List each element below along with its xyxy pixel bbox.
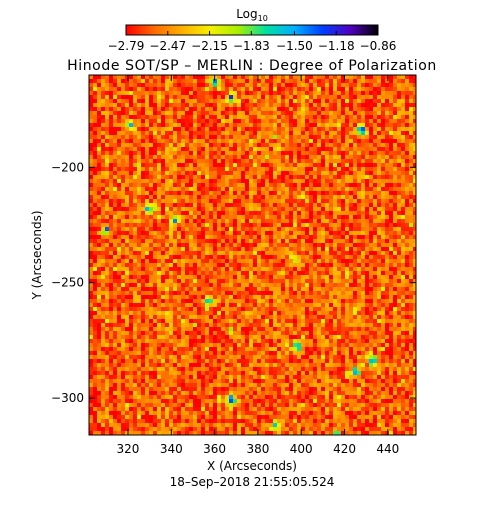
y-axis-label: Y (Arcseconds) [30, 210, 44, 300]
colorbar-tick-label: −1.83 [233, 39, 270, 53]
x-tick-label: 320 [117, 442, 140, 456]
colorbar-tick-label: −0.86 [360, 39, 397, 53]
observation-timestamp: 18–Sep–2018 21:55:05.524 [170, 475, 335, 489]
y-axis: −200 −250 −300 [51, 160, 416, 405]
chart-title: Hinode SOT/SP – MERLIN : Degree of Polar… [67, 58, 437, 74]
plot-frame [88, 74, 417, 436]
colorbar-gradient [125, 24, 379, 36]
x-tick-label: 360 [203, 442, 226, 456]
colorbar-tick-label: −2.79 [108, 39, 145, 53]
x-tick-label: 420 [333, 442, 356, 456]
colorbar-tick-label: −1.18 [318, 39, 355, 53]
colorbar-tick-label: −2.15 [191, 39, 228, 53]
plot-area: 320 340 360 380 400 420 440 −200 −250 −300 [51, 74, 417, 456]
x-tick-label: 400 [290, 442, 313, 456]
colorbar-label: Log10 [236, 7, 268, 23]
y-tick-label: −300 [51, 391, 84, 405]
colorbar-label-subscript: 10 [258, 14, 268, 23]
polarization-map [89, 75, 416, 435]
x-axis-label: X (Arcseconds) [207, 459, 297, 473]
x-axis: 320 340 360 380 400 420 440 [117, 75, 399, 456]
x-tick-label: 380 [246, 442, 269, 456]
colorbar-tick-label: −2.47 [149, 39, 186, 53]
colorbar-tick-label: −1.50 [276, 39, 313, 53]
colorbar-ticks: −2.79 −2.47 −2.15 −1.83 −1.50 −1.18 −0.86 [108, 31, 397, 53]
x-tick-label: 440 [376, 442, 399, 456]
y-tick-label: −200 [51, 160, 84, 174]
y-tick-label: −250 [51, 276, 84, 290]
colorbar: Log10 −2.79 −2.47 −2.15 −1.83 −1.50 −1.18 −0.8… [108, 7, 397, 53]
x-tick-label: 340 [160, 442, 183, 456]
